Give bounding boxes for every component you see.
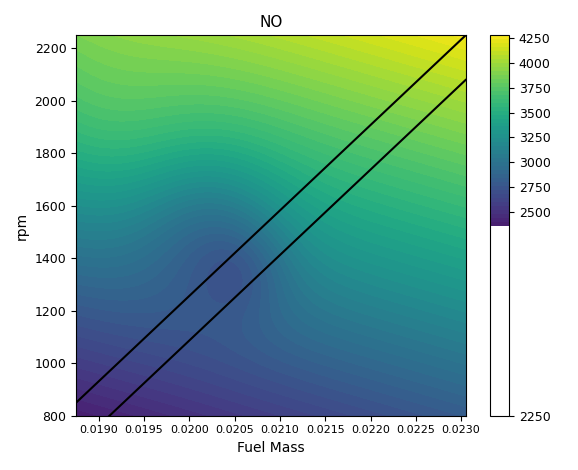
- X-axis label: Fuel Mass: Fuel Mass: [237, 441, 305, 455]
- Title: NO: NO: [259, 15, 283, 30]
- Y-axis label: rpm: rpm: [15, 212, 29, 240]
